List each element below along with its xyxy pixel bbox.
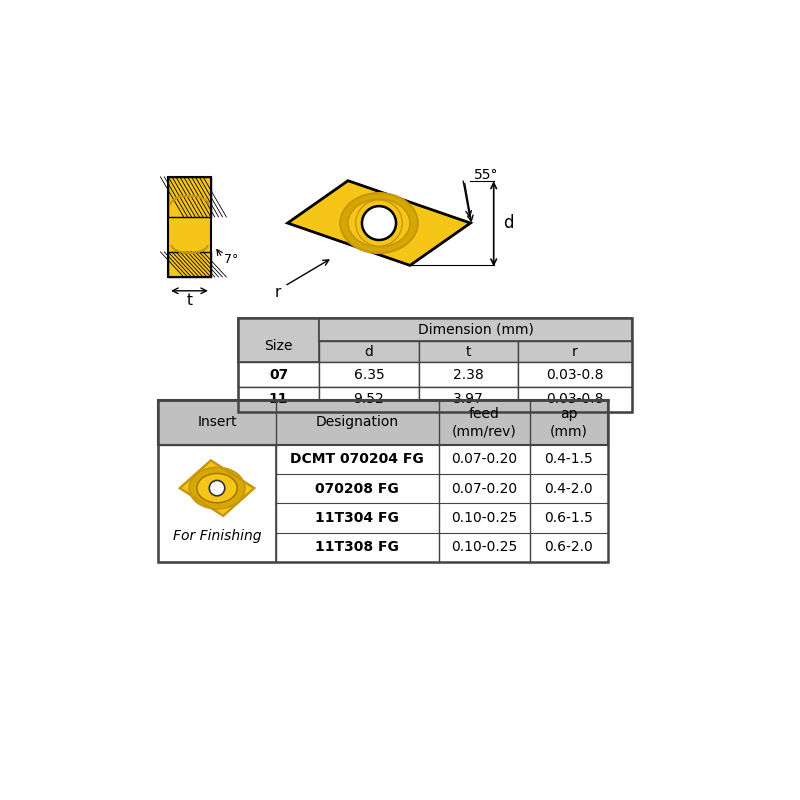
Text: ap
(mm): ap (mm)	[550, 407, 588, 438]
Bar	[418, 387, 518, 412]
Bar	[158, 400, 608, 445]
Bar	[518, 362, 633, 387]
Text: 0.4-2.0: 0.4-2.0	[545, 482, 593, 496]
Text: 07: 07	[269, 368, 288, 382]
Text: 11T304 FG: 11T304 FG	[315, 511, 399, 525]
Text: 11T308 FG: 11T308 FG	[315, 540, 399, 554]
Text: 0.10-0.25: 0.10-0.25	[451, 540, 518, 554]
Bar	[238, 318, 633, 412]
Text: 3.97: 3.97	[453, 392, 483, 406]
Bar	[319, 341, 418, 362]
Bar	[518, 341, 633, 362]
Polygon shape	[168, 177, 211, 277]
Polygon shape	[180, 460, 254, 516]
Bar	[319, 387, 418, 412]
Bar	[238, 362, 319, 387]
Text: 0.6-1.5: 0.6-1.5	[545, 511, 594, 525]
Bar	[418, 362, 518, 387]
Text: 7°: 7°	[224, 253, 238, 266]
Text: Insert: Insert	[198, 415, 237, 430]
Ellipse shape	[189, 467, 245, 509]
Text: 0.03-0.8: 0.03-0.8	[546, 368, 604, 382]
Text: 070208 FG: 070208 FG	[315, 482, 399, 496]
Text: Dimension (mm): Dimension (mm)	[418, 322, 534, 336]
Text: DCMT 070204 FG: DCMT 070204 FG	[290, 453, 424, 466]
Text: Designation: Designation	[316, 415, 399, 430]
Circle shape	[210, 481, 225, 496]
Polygon shape	[287, 181, 470, 266]
Text: 6.35: 6.35	[354, 368, 384, 382]
Bar	[238, 387, 319, 412]
Bar	[319, 318, 633, 341]
Bar	[238, 318, 319, 362]
Bar	[418, 341, 518, 362]
Bar	[518, 387, 633, 412]
Text: 11: 11	[269, 392, 288, 406]
Circle shape	[362, 206, 396, 240]
Text: 9.52: 9.52	[354, 392, 384, 406]
Text: r: r	[275, 285, 282, 300]
Ellipse shape	[197, 474, 237, 502]
Text: 0.6-2.0: 0.6-2.0	[545, 540, 594, 554]
Text: d: d	[365, 345, 374, 358]
Text: 2.38: 2.38	[453, 368, 483, 382]
Ellipse shape	[348, 199, 410, 247]
Text: t: t	[186, 293, 193, 307]
Text: For Finishing: For Finishing	[173, 529, 262, 543]
Text: 0.10-0.25: 0.10-0.25	[451, 511, 518, 525]
Text: d: d	[503, 214, 514, 232]
Ellipse shape	[340, 193, 418, 253]
Text: feed
(mm/rev): feed (mm/rev)	[452, 407, 517, 438]
Text: t: t	[466, 345, 471, 358]
Text: 0.4-1.5: 0.4-1.5	[545, 453, 594, 466]
Bar	[158, 445, 276, 562]
Bar	[319, 362, 418, 387]
Text: 0.03-0.8: 0.03-0.8	[546, 392, 604, 406]
Text: 0.07-0.20: 0.07-0.20	[451, 453, 518, 466]
Text: r: r	[572, 345, 578, 358]
Text: Size: Size	[264, 339, 293, 353]
Text: 0.07-0.20: 0.07-0.20	[451, 482, 518, 496]
Bar	[158, 400, 608, 562]
Text: 55°: 55°	[474, 167, 499, 182]
